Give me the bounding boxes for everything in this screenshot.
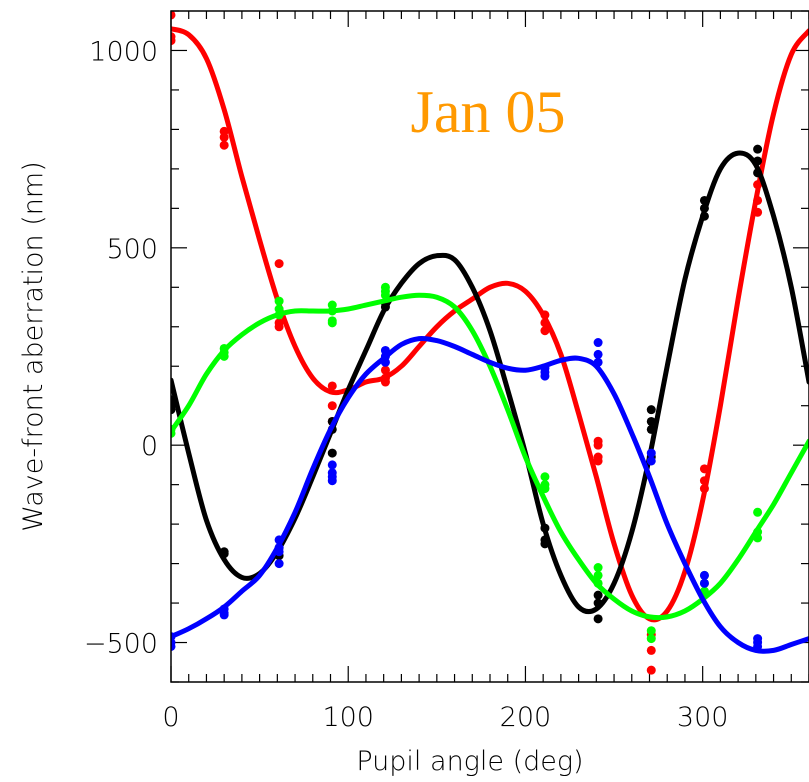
data-point	[753, 507, 763, 517]
data-point	[646, 405, 656, 415]
x-tick-label: 0	[162, 702, 179, 733]
fit-curve	[171, 150, 809, 615]
data-point	[646, 448, 656, 458]
series-layer	[171, 11, 809, 675]
data-point	[646, 645, 656, 655]
data-point	[753, 144, 763, 154]
data-point	[274, 296, 284, 306]
data-point	[327, 476, 337, 486]
x-tick-label: 300	[677, 702, 729, 733]
data-point	[274, 259, 284, 269]
data-point	[646, 665, 656, 675]
data-point	[593, 614, 603, 624]
series-green	[171, 282, 809, 644]
data-point	[219, 610, 229, 620]
data-point	[593, 570, 603, 580]
data-point	[699, 578, 709, 588]
date-annotation: Jan 05	[411, 79, 566, 145]
fit-curve	[171, 335, 809, 654]
data-point	[219, 132, 229, 142]
data-point	[274, 559, 284, 569]
data-point	[219, 140, 229, 150]
x-axis-label: Pupil angle (deg)	[356, 746, 583, 777]
data-point	[380, 365, 390, 375]
axis-ticks	[170, 10, 809, 683]
tick-labels: 0 100 200 300 −500 0 500 1000	[84, 36, 729, 733]
y-tick-label: 500	[106, 234, 158, 265]
plot-frame	[170, 10, 809, 683]
data-point	[540, 326, 550, 336]
data-point	[327, 401, 337, 411]
data-point	[646, 456, 656, 466]
data-point	[171, 36, 176, 46]
x-tick-label: 200	[500, 702, 552, 733]
data-point	[540, 472, 550, 482]
y-tick-label: 1000	[89, 36, 158, 67]
data-point	[699, 570, 709, 580]
data-point	[274, 322, 284, 332]
data-point	[171, 11, 176, 20]
data-point	[540, 371, 550, 381]
data-point	[171, 405, 176, 415]
series-blue	[171, 335, 809, 654]
data-point	[593, 338, 603, 348]
data-point	[593, 563, 603, 573]
data-point	[327, 381, 337, 391]
y-tick-label: −500	[84, 629, 158, 660]
y-axis-label: Wave-front aberration (nm)	[18, 161, 49, 532]
data-point	[171, 641, 176, 651]
data-point	[327, 460, 337, 470]
y-tick-label: 0	[141, 431, 158, 462]
data-point	[327, 448, 337, 458]
data-point	[380, 290, 390, 300]
data-point	[646, 626, 656, 636]
data-point	[593, 440, 603, 450]
data-point	[593, 590, 603, 600]
data-point	[327, 318, 337, 328]
series-black	[171, 144, 809, 624]
data-point	[593, 456, 603, 466]
x-tick-label: 100	[322, 702, 374, 733]
data-point	[646, 634, 656, 644]
data-point	[646, 416, 656, 426]
data-point	[593, 349, 603, 359]
